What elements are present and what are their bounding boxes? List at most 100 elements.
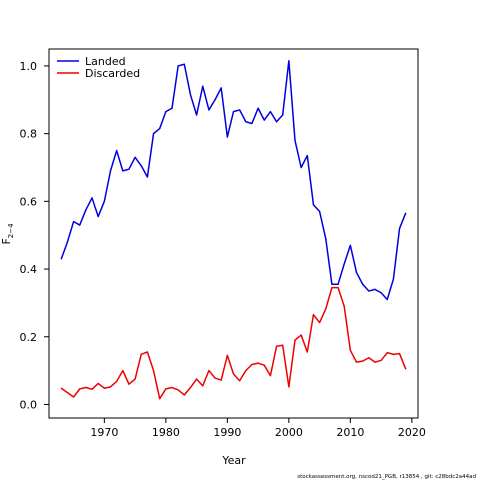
data-point-discarded-1984	[189, 386, 192, 389]
data-point-discarded-2004	[312, 314, 315, 316]
y-axis-title-main: F	[0, 238, 13, 244]
data-point-discarded-2015	[380, 359, 382, 362]
data-point-discarded-1980	[165, 388, 167, 390]
data-point-discarded-1967	[85, 386, 87, 389]
data-point-discarded-1971	[109, 386, 112, 388]
data-point-discarded-1983	[183, 394, 185, 396]
data-point-landed-1979	[159, 127, 161, 130]
data-point-discarded-2014	[374, 361, 376, 363]
data-point-landed-2016	[386, 298, 388, 301]
x-tick-label-1980: 1980	[152, 426, 180, 439]
legend-label-discarded: Discarded	[85, 67, 140, 80]
series-points-discarded	[60, 287, 407, 400]
data-point-landed-1983	[183, 63, 185, 65]
data-point-discarded-1994	[251, 363, 253, 366]
data-point-landed-2010	[349, 244, 351, 246]
data-point-landed-1989	[220, 87, 222, 89]
data-point-discarded-1969	[97, 382, 99, 385]
plot-frame	[48, 48, 419, 419]
data-point-discarded-2012	[362, 360, 364, 362]
data-point-discarded-2011	[355, 361, 358, 363]
data-point-landed-1999	[282, 114, 284, 116]
data-point-landed-1977	[146, 176, 148, 178]
data-point-landed-1981	[171, 107, 173, 109]
y-tick-label-5: 1.0	[20, 60, 38, 73]
y-axis-title-subscript: 2−4	[7, 223, 15, 238]
legend: Landed Discarded	[57, 55, 140, 80]
data-point-discarded-2007	[331, 287, 333, 289]
data-point-landed-1994	[251, 122, 253, 125]
x-tick-label-2000: 2000	[275, 426, 303, 439]
data-point-landed-1969	[97, 215, 99, 218]
y-axis: 0.0 0.2 0.4 0.6 0.8 1.0	[20, 60, 49, 411]
data-point-discarded-2018	[398, 353, 401, 355]
data-point-discarded-1975	[134, 378, 136, 380]
legend-label-landed: Landed	[85, 55, 126, 68]
series-points-landed	[60, 60, 407, 301]
data-point-discarded-1977	[146, 351, 148, 353]
data-point-landed-1995	[257, 107, 259, 109]
x-axis: 1970 1980 1990 2000 2010 2020	[90, 418, 426, 439]
data-point-discarded-1989	[220, 379, 222, 381]
data-point-landed-1997	[269, 111, 271, 113]
footer-note: stockassessment.org, nscod21_PGB, r13854…	[297, 474, 476, 480]
data-point-discarded-1981	[171, 386, 173, 389]
data-point-landed-1968	[91, 197, 93, 199]
data-point-landed-1993	[245, 121, 247, 123]
data-point-landed-2014	[374, 288, 376, 290]
data-point-discarded-1985	[196, 378, 198, 380]
data-point-landed-1991	[232, 111, 235, 113]
data-point-discarded-2017	[392, 353, 394, 355]
data-point-discarded-1964	[66, 392, 69, 394]
data-point-discarded-2013	[368, 357, 370, 359]
y-tick-label-2: 0.4	[20, 263, 38, 276]
x-tick-label-2020: 2020	[398, 426, 426, 439]
x-axis-title: Year	[221, 454, 246, 467]
data-point-discarded-1979	[159, 398, 161, 400]
data-point-discarded-1965	[73, 396, 75, 398]
data-point-landed-2007	[331, 283, 333, 285]
data-point-landed-1975	[134, 156, 136, 158]
data-point-landed-2005	[319, 210, 321, 213]
data-point-discarded-2003	[306, 351, 308, 353]
data-point-discarded-1998	[275, 345, 278, 347]
y-tick-label-4: 0.8	[20, 128, 38, 141]
data-point-discarded-2000	[288, 386, 290, 388]
data-point-discarded-1982	[177, 389, 179, 391]
y-axis-title: F2−4	[0, 223, 15, 245]
data-point-discarded-2006	[325, 308, 327, 310]
data-point-discarded-1963	[60, 387, 62, 389]
data-point-discarded-1966	[79, 388, 81, 390]
data-point-landed-1965	[73, 221, 75, 223]
data-point-discarded-1968	[91, 388, 93, 390]
data-point-landed-1996	[263, 119, 265, 121]
data-point-discarded-1987	[208, 370, 210, 372]
data-point-landed-1973	[122, 170, 124, 172]
data-point-landed-1978	[152, 133, 155, 135]
data-point-discarded-1996	[263, 364, 265, 366]
data-point-landed-1988	[214, 99, 216, 101]
data-point-discarded-1995	[257, 362, 259, 364]
data-point-landed-1980	[165, 111, 167, 113]
data-point-landed-2015	[380, 292, 382, 294]
y-tick-label-3: 0.6	[20, 195, 38, 208]
data-point-discarded-2016	[386, 352, 388, 354]
data-point-landed-2006	[325, 237, 327, 240]
data-point-landed-1985	[196, 114, 198, 116]
series-group	[60, 60, 407, 400]
data-point-landed-2019	[405, 212, 407, 214]
data-point-discarded-1991	[232, 373, 235, 375]
data-point-landed-2017	[392, 278, 394, 280]
data-point-landed-1984	[189, 94, 192, 96]
data-point-landed-2012	[362, 283, 364, 285]
data-point-discarded-1974	[128, 383, 130, 385]
data-point-landed-2000	[288, 60, 290, 62]
data-point-landed-1987	[208, 109, 210, 111]
data-point-discarded-2002	[300, 334, 302, 336]
data-point-landed-1974	[128, 168, 130, 170]
data-point-landed-1967	[85, 209, 87, 211]
data-point-landed-1976	[140, 165, 142, 167]
data-point-discarded-1997	[269, 375, 271, 377]
data-point-landed-2004	[312, 204, 315, 206]
data-point-landed-1986	[202, 85, 204, 87]
